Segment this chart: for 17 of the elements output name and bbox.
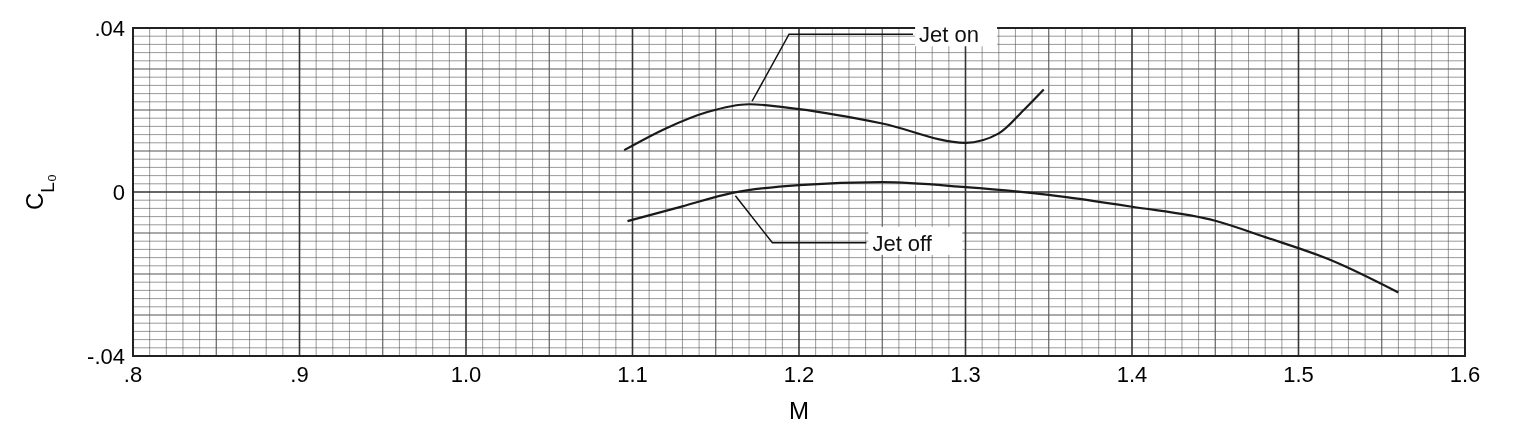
text: Jet off: [872, 230, 933, 256]
y-tick-label: -.04: [87, 344, 125, 369]
x-tick-label: .9: [290, 362, 309, 387]
x-tick-label: 1.5: [1283, 362, 1314, 387]
x-tick-label: .8: [123, 362, 143, 387]
y-tick-label: .04: [94, 16, 125, 41]
x-tick-label: 1.6: [1449, 362, 1481, 387]
x-axis-title: M: [789, 397, 809, 424]
line-series: [626, 181, 1400, 294]
x-tick-label: 1.2: [783, 362, 815, 387]
x-tick-label: 1.1: [617, 362, 648, 387]
text: Jet on: [919, 22, 979, 48]
x-tick-label: 1.4: [1116, 362, 1148, 387]
x-tick-label: 1.0: [450, 362, 482, 387]
line-series: [623, 88, 1045, 152]
y-tick-label: 0: [112, 180, 125, 205]
x-tick-label: 1.3: [950, 362, 981, 387]
